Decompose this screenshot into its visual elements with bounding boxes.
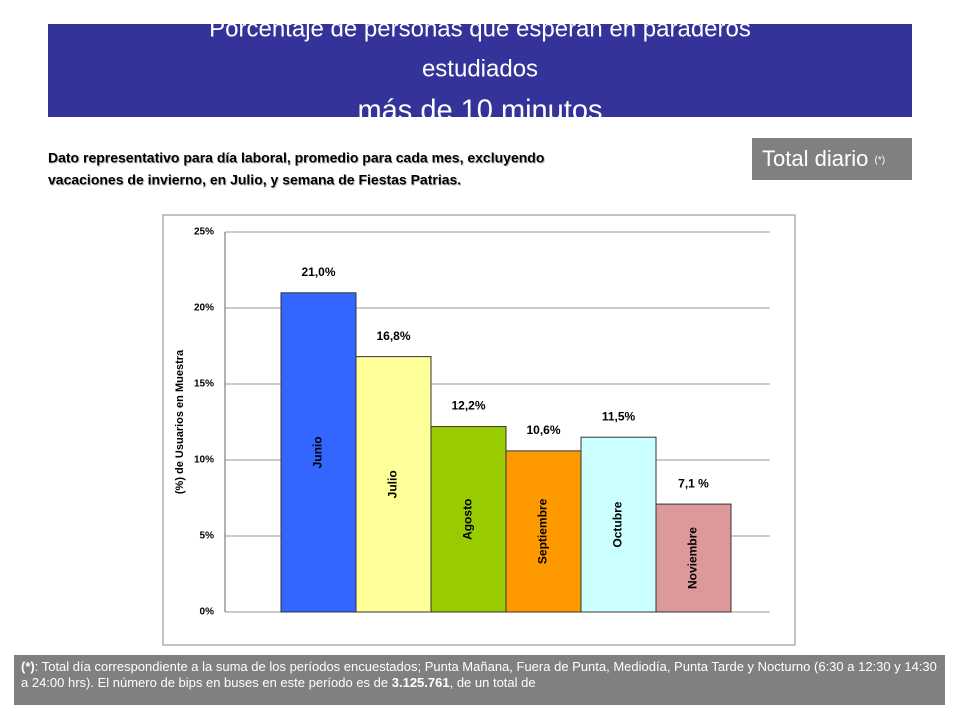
title-banner <box>48 24 912 117</box>
subtitle: Dato representativo para día laboral, pr… <box>48 150 544 166</box>
badge-mark: (*) <box>875 155 886 166</box>
category-label: Octubre <box>611 501 625 547</box>
value-label: 16,8% <box>376 329 410 343</box>
y-tick-label: 15% <box>194 379 214 390</box>
value-label: 10,6% <box>526 423 560 437</box>
footnote-text: (*) <box>21 659 35 674</box>
y-tick-label: 0% <box>200 607 215 618</box>
category-label: Julio <box>386 470 400 498</box>
bar <box>355 356 432 613</box>
subtitle: vacaciones de invierno, en Julio, y sema… <box>48 172 461 188</box>
y-axis-label: (%) de Usuarios en Muestra <box>174 349 186 494</box>
title-line: estudiados <box>422 55 538 82</box>
bar <box>280 292 357 613</box>
y-tick-label: 10% <box>194 455 214 466</box>
category-label: Agosto <box>461 499 475 540</box>
value-label: 7,1 % <box>678 476 709 490</box>
value-label: 21,0% <box>301 265 335 279</box>
bar <box>655 503 732 613</box>
value-label: 12,2% <box>451 399 485 413</box>
y-tick-label: 5% <box>200 531 215 542</box>
subtitle-shadow: Dato representativo para día laboral, pr… <box>49 151 545 167</box>
footnote: (*): Total día correspondiente a la suma… <box>14 655 945 705</box>
category-label: Junio <box>311 436 325 468</box>
footnote-text: , de un total de <box>449 675 536 690</box>
bar <box>430 426 507 613</box>
title-line: Porcentaje de personas que esperan en pa… <box>209 15 751 42</box>
footnote-text: : Total día correspondiente a la suma de… <box>21 659 937 690</box>
category-label: Noviembre <box>686 527 700 589</box>
title-line: más de 10 minutos <box>357 95 602 127</box>
bar <box>505 450 582 613</box>
category-label: Septiembre <box>536 498 550 564</box>
subtitle-shadow: vacaciones de invierno, en Julio, y sema… <box>49 173 462 189</box>
badge <box>752 138 912 180</box>
footnote-text: 3.125.761 <box>391 675 450 690</box>
bar <box>580 436 657 613</box>
badge-text: Total diario (*) <box>762 146 885 171</box>
y-tick-label: 20% <box>194 303 214 314</box>
y-tick-label: 25% <box>194 227 214 238</box>
badge-label: Total diario <box>762 146 868 171</box>
value-label: 11,5% <box>602 409 636 423</box>
